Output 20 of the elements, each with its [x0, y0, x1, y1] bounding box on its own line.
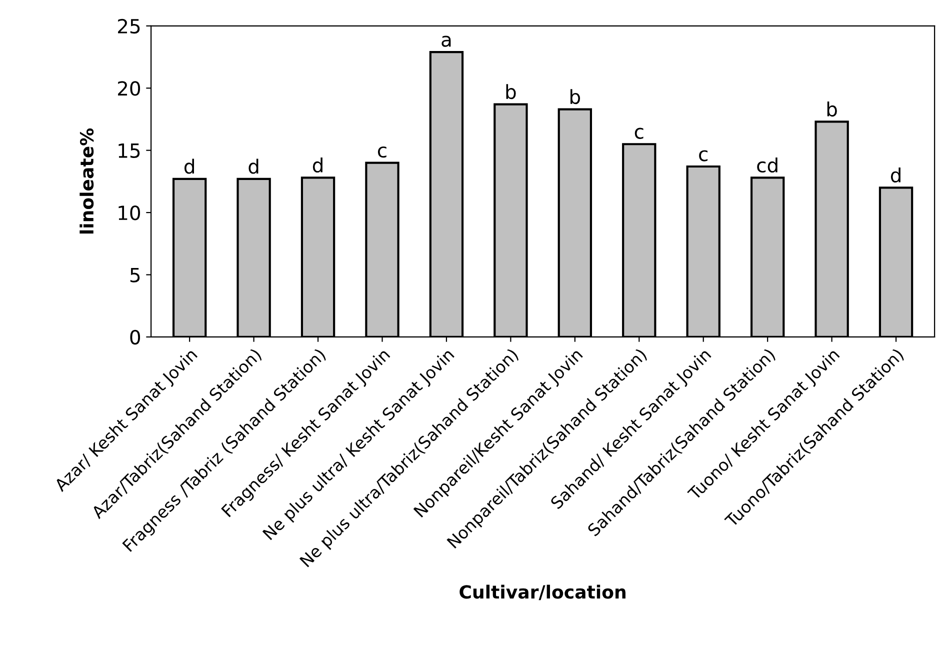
- y-tick-label: 0: [130, 330, 140, 345]
- annotation: d: [184, 158, 194, 174]
- y-tick-label: 5: [130, 268, 140, 282]
- y-tick-label: 20: [118, 81, 140, 96]
- annotation: cd: [757, 158, 778, 173]
- annotation: b: [506, 84, 516, 100]
- annotation: d: [248, 158, 258, 174]
- annotation: d: [312, 158, 322, 173]
- annotation: c: [634, 128, 644, 139]
- y-tick-label: 15: [118, 144, 140, 158]
- x-axis-title: Cultivar/location: [460, 584, 626, 600]
- annotation: b: [827, 102, 837, 117]
- annotation: c: [378, 146, 386, 158]
- annotation: c: [699, 150, 708, 162]
- annotation: a: [442, 36, 451, 47]
- y-axis-title: linoleate%: [80, 128, 94, 234]
- y-tick-label: 25: [118, 18, 140, 34]
- annotation: d: [890, 167, 900, 183]
- y-tick-label: 10: [118, 206, 140, 220]
- annotation: b: [570, 89, 580, 104]
